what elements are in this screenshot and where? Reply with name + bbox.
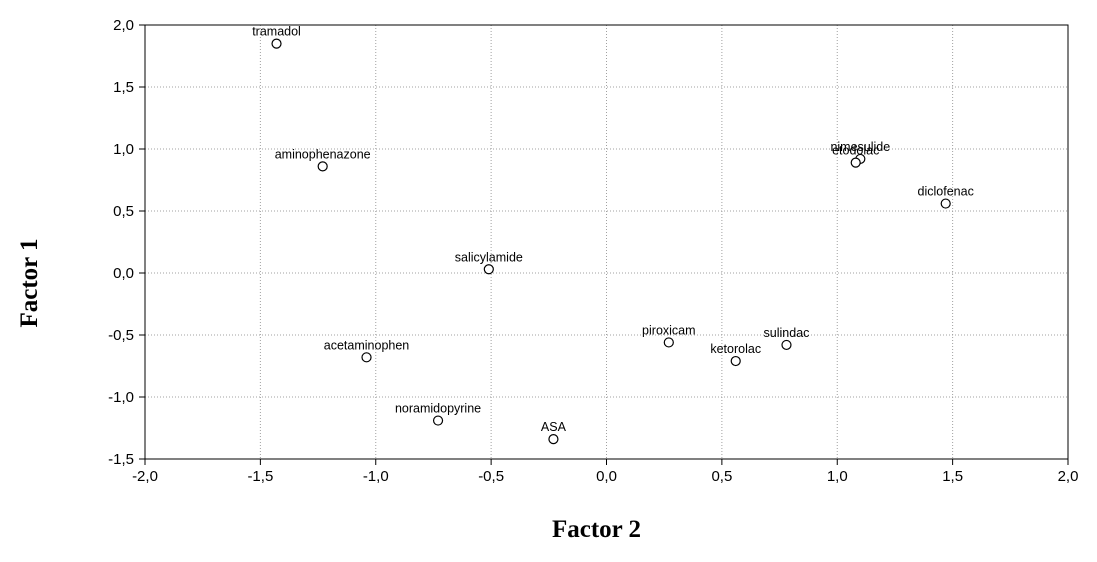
y-tick-label: -1,5	[108, 451, 134, 468]
data-point	[271, 38, 282, 49]
point-label: salicylamide	[455, 250, 523, 264]
x-tick-label: -1,5	[247, 468, 273, 485]
x-tick-label: 1,0	[827, 468, 848, 485]
point-labels: tramadol aminophenazone salicylamide acetam…	[252, 25, 974, 435]
y-tick-label: -1,0	[108, 389, 134, 406]
data-points	[271, 38, 951, 445]
x-tick-label: 2,0	[1058, 468, 1079, 485]
x-axis-title: Factor 2	[552, 516, 641, 543]
data-point	[850, 157, 861, 168]
data-point	[483, 264, 494, 275]
data-point	[940, 198, 951, 209]
point-label: ASA	[541, 420, 567, 434]
point-label: noramidopyrine	[395, 402, 481, 416]
point-label: aminophenazone	[275, 147, 371, 161]
point-label: ketorolac	[710, 342, 761, 356]
y-tick-label: 1,5	[113, 79, 134, 96]
point-label: piroxicam	[642, 323, 696, 337]
x-tick-label: 1,5	[942, 468, 963, 485]
point-label: acetaminophen	[324, 338, 410, 352]
x-tick-label: -2,0	[132, 468, 158, 485]
data-point	[663, 337, 674, 348]
y-tick-label: 0,5	[113, 203, 134, 220]
point-label: etodolac	[832, 144, 879, 158]
grid	[145, 25, 1068, 459]
point-label: tramadol	[252, 25, 301, 39]
y-tick-label: -0,5	[108, 327, 134, 344]
x-tick-label: 0,5	[711, 468, 732, 485]
y-tick-label: 1,0	[113, 141, 134, 158]
point-label: nimesulide	[830, 140, 890, 154]
x-tick-label: -1,0	[363, 468, 389, 485]
data-point	[361, 352, 372, 363]
y-axis-title: Factor 1	[16, 238, 43, 327]
y-tick-label: 2,0	[113, 17, 134, 34]
x-tick-label: 0,0	[596, 468, 617, 485]
data-point	[730, 355, 741, 367]
point-label: sulindac	[764, 326, 810, 340]
data-point	[317, 161, 328, 172]
data-point	[548, 434, 559, 445]
data-point	[781, 339, 792, 351]
plot-frame	[144, 24, 1069, 460]
x-tick-label: -0,5	[478, 468, 504, 485]
y-axis: -1,5 -1,0 -0,5 0,0 0,5 1,0 1,5 2,0	[108, 17, 145, 468]
data-point	[432, 415, 444, 426]
x-axis: -2,0 -1,5 -1,0 -0,5 0,0 0,5 1,0 1,5 2,0	[132, 459, 1078, 485]
point-label: diclofenac	[918, 185, 974, 199]
y-tick-label: 0,0	[113, 265, 134, 282]
